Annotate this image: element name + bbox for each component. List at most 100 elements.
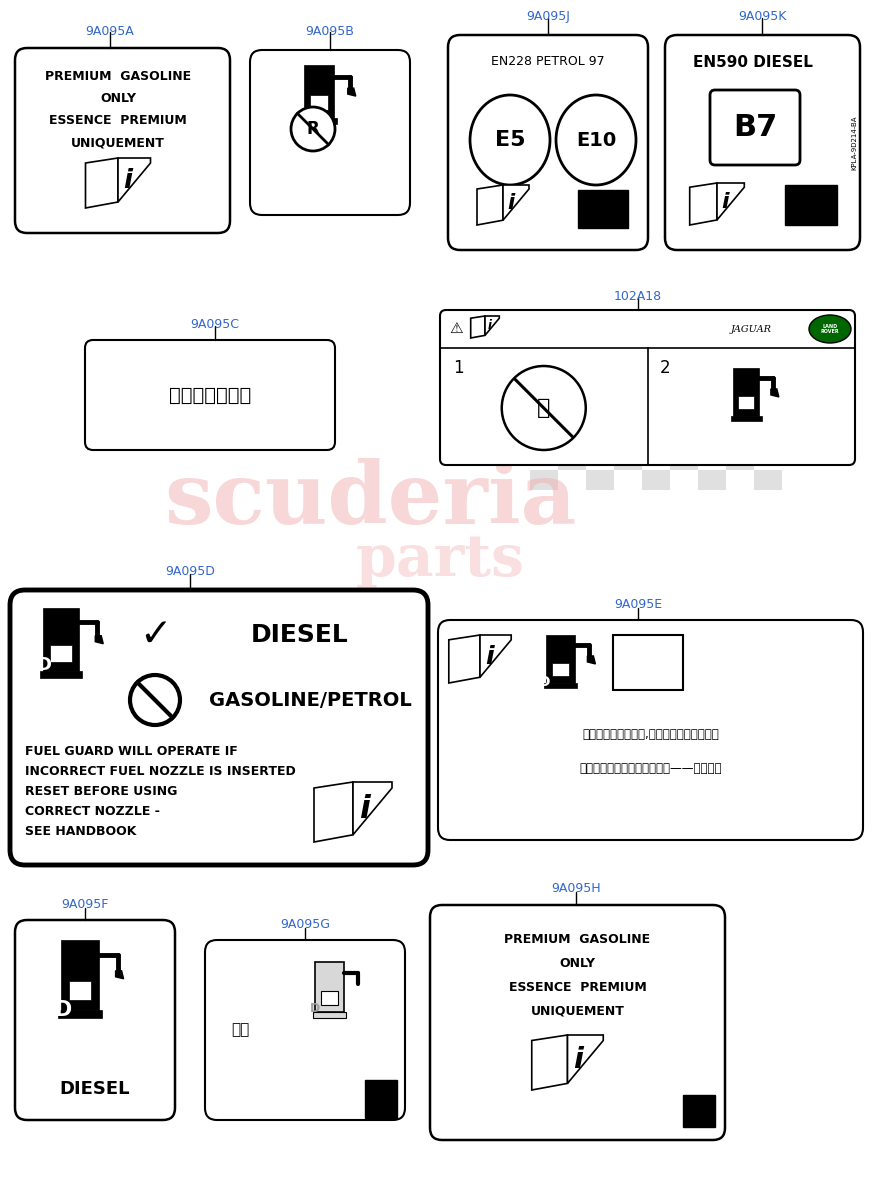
- Bar: [754, 310, 782, 330]
- Bar: [642, 470, 670, 490]
- FancyBboxPatch shape: [430, 905, 725, 1140]
- Bar: [530, 350, 558, 370]
- Bar: [43, 608, 79, 671]
- Bar: [530, 470, 558, 490]
- Text: ESSENCE  PREMIUM: ESSENCE PREMIUM: [49, 114, 187, 127]
- Bar: [558, 330, 586, 350]
- Polygon shape: [588, 656, 595, 664]
- Text: i: i: [485, 644, 494, 668]
- Text: DIESEL: DIESEL: [60, 1080, 131, 1098]
- FancyBboxPatch shape: [710, 90, 800, 164]
- Text: ONLY: ONLY: [560, 958, 595, 970]
- Bar: [698, 390, 726, 410]
- Text: RESET BEFORE USING: RESET BEFORE USING: [25, 785, 177, 798]
- Polygon shape: [449, 635, 480, 683]
- Bar: [642, 390, 670, 410]
- Polygon shape: [96, 636, 103, 643]
- Polygon shape: [314, 782, 353, 842]
- Bar: [530, 390, 558, 410]
- Text: 軽油: 軽油: [231, 1022, 249, 1038]
- Bar: [68, 980, 91, 1001]
- Text: parts: parts: [355, 532, 524, 588]
- Text: D: D: [310, 1002, 320, 1014]
- Text: ONLY: ONLY: [100, 92, 136, 104]
- Bar: [670, 330, 698, 350]
- Text: 9A095G: 9A095G: [280, 918, 330, 931]
- Text: ⛽: ⛽: [537, 398, 551, 418]
- Text: CORRECT NOZZLE -: CORRECT NOZZLE -: [25, 805, 160, 818]
- Text: PREMIUM  GASOLINE: PREMIUM GASOLINE: [504, 934, 651, 946]
- Bar: [614, 410, 642, 430]
- Polygon shape: [689, 182, 717, 226]
- Polygon shape: [118, 158, 151, 202]
- FancyBboxPatch shape: [665, 35, 860, 250]
- Bar: [586, 350, 614, 370]
- Text: PREMIUM  GASOLINE: PREMIUM GASOLINE: [45, 70, 191, 83]
- Bar: [552, 662, 569, 676]
- Text: EN590 DIESEL: EN590 DIESEL: [693, 55, 812, 70]
- Bar: [365, 1080, 397, 1118]
- Bar: [731, 415, 761, 421]
- Bar: [310, 96, 328, 110]
- Text: 9A095D: 9A095D: [165, 565, 215, 578]
- Text: 9A095C: 9A095C: [190, 318, 239, 331]
- Bar: [698, 430, 726, 450]
- Bar: [670, 410, 698, 430]
- Text: LAND
ROVER: LAND ROVER: [821, 324, 839, 335]
- Ellipse shape: [809, 314, 851, 343]
- Polygon shape: [567, 1034, 603, 1084]
- Bar: [670, 370, 698, 390]
- Text: i: i: [124, 168, 132, 193]
- Text: EN228 PETROL 97: EN228 PETROL 97: [491, 55, 605, 68]
- Bar: [313, 1013, 346, 1018]
- Bar: [546, 635, 574, 683]
- FancyBboxPatch shape: [440, 310, 855, 464]
- Bar: [613, 635, 683, 690]
- Bar: [614, 370, 642, 390]
- Polygon shape: [353, 782, 392, 835]
- Bar: [754, 350, 782, 370]
- Ellipse shape: [470, 95, 550, 185]
- Text: KPLA-9D214-BA: KPLA-9D214-BA: [851, 115, 857, 169]
- Bar: [670, 450, 698, 470]
- Text: 在使用正确油枪前要重新设置——参考手册: 在使用正确油枪前要重新设置——参考手册: [579, 762, 722, 774]
- Text: 9A095A: 9A095A: [86, 25, 134, 38]
- Text: E10: E10: [576, 131, 617, 150]
- Polygon shape: [471, 316, 485, 338]
- Text: GASOLINE/PETROL: GASOLINE/PETROL: [209, 690, 411, 709]
- Text: i: i: [574, 1045, 583, 1074]
- Text: SEE HANDBOOK: SEE HANDBOOK: [25, 826, 137, 838]
- FancyBboxPatch shape: [10, 590, 428, 865]
- Text: D: D: [54, 1000, 72, 1020]
- Polygon shape: [480, 635, 511, 677]
- FancyBboxPatch shape: [250, 50, 410, 215]
- Bar: [698, 470, 726, 490]
- Text: ⚠: ⚠: [449, 320, 463, 336]
- Bar: [304, 65, 334, 118]
- Polygon shape: [85, 158, 118, 208]
- Text: R: R: [307, 120, 319, 138]
- Text: B7: B7: [733, 113, 777, 142]
- Bar: [754, 430, 782, 450]
- FancyBboxPatch shape: [15, 48, 230, 233]
- Bar: [586, 430, 614, 450]
- Bar: [614, 450, 642, 470]
- Text: 9A095H: 9A095H: [551, 882, 601, 895]
- Bar: [578, 190, 628, 228]
- Circle shape: [291, 107, 335, 151]
- Bar: [642, 310, 670, 330]
- Text: i: i: [360, 793, 370, 824]
- Bar: [302, 118, 337, 124]
- Text: E5: E5: [495, 130, 525, 150]
- FancyBboxPatch shape: [205, 940, 405, 1120]
- Bar: [586, 470, 614, 490]
- Polygon shape: [348, 88, 356, 96]
- Text: 9A095K: 9A095K: [738, 10, 786, 23]
- Text: ESSENCE  PREMIUM: ESSENCE PREMIUM: [509, 982, 646, 994]
- Polygon shape: [116, 971, 124, 979]
- Text: INCORRECT FUEL NOZZLE IS INSERTED: INCORRECT FUEL NOZZLE IS INSERTED: [25, 766, 296, 778]
- Text: JAGUAR: JAGUAR: [731, 324, 772, 334]
- Bar: [642, 430, 670, 450]
- Text: UNIQUEMENT: UNIQUEMENT: [531, 1006, 624, 1018]
- Ellipse shape: [556, 95, 636, 185]
